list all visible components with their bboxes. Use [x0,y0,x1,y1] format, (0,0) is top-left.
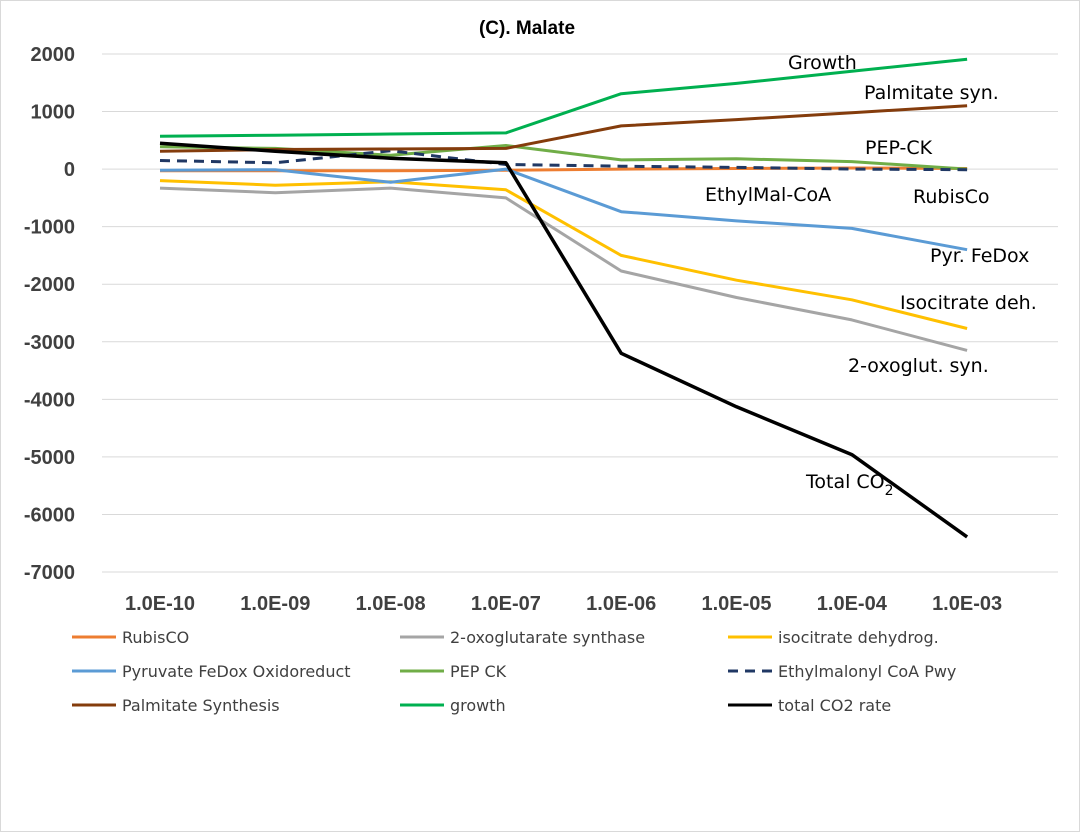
annotation-isocitrate: Isocitrate deh. [900,292,1037,314]
legend-label: growth [450,696,506,715]
legend-label: 2-oxoglutarate synthase [450,628,645,647]
annotation-total-co2-main: Total CO [805,471,885,493]
line-annotations: Growth Palmitate syn. PEP-CK EthylMal-Co… [705,52,1037,499]
y-tick-label: -3000 [24,332,75,354]
annotation-palmitate: Palmitate syn. [864,82,999,104]
y-tick-label: -2000 [24,274,75,296]
x-tick-label: 1.0E-09 [240,593,310,615]
chart-title: (C). Malate [479,18,575,39]
annotation-rubisco: RubisCo [913,186,990,208]
series-line-pyruvate-fedox-oxidoreduct [159,167,968,252]
x-tick-label: 1.0E-10 [125,593,195,615]
legend-label: total CO2 rate [778,696,891,715]
legend-label: Ethylmalonyl CoA Pwy [778,662,956,681]
annotation-total-co2: Total CO2 [805,471,894,499]
x-tick-label: 1.0E-03 [932,593,1002,615]
annotation-2-oxoglut: 2-oxoglut. syn. [848,355,989,377]
gridlines [102,53,1058,573]
series-line-2-oxoglutarate-synthase [159,186,968,352]
x-tick-label: 1.0E-06 [586,593,656,615]
series-line-palmitate-synthesis [159,104,968,153]
x-tick-label: 1.0E-08 [356,593,426,615]
x-axis-ticks: 1.0E-10 1.0E-09 1.0E-08 1.0E-07 1.0E-06 1.0E-… [125,593,1002,615]
y-tick-label: -6000 [24,504,75,526]
legend-label: Palmitate Synthesis [122,696,280,715]
y-tick-label: 1000 [31,102,76,124]
legend-label: PEP CK [450,662,507,681]
annotation-pep-ck: PEP-CK [865,137,933,159]
legend-label: isocitrate dehydrog. [778,628,939,647]
y-tick-label: -1000 [24,217,75,239]
annotation-ethylmal-coa: EthylMal-CoA [705,184,831,206]
annotation-total-co2-sub: 2 [885,483,894,499]
y-tick-label: -5000 [24,447,75,469]
y-axis-ticks: 2000 1000 0 -1000 -2000 -3000 -4000 -5000 -6000 -… [24,44,75,584]
x-tick-label: 1.0E-05 [701,593,771,615]
legend-label: Pyruvate FeDox Oxidoreduct [122,662,351,681]
legend-label: RubisCO [122,628,189,647]
series-line-isocitrate-dehydrog [159,179,968,330]
y-tick-label: 2000 [31,44,76,66]
annotation-pyr-fedox: Pyr. FeDox [930,245,1029,267]
y-tick-label: -4000 [24,389,75,411]
x-tick-label: 1.0E-07 [471,593,541,615]
y-tick-label: -7000 [24,562,75,584]
y-tick-label: 0 [64,159,75,181]
legend: RubisCO 2-oxoglutarate synthase isocitrate… [72,628,956,715]
series-lines [159,57,969,539]
annotation-growth: Growth [788,52,857,74]
x-tick-label: 1.0E-04 [817,593,888,615]
series-line-growth [159,57,968,138]
series-line-total-co2-rate [159,141,969,539]
